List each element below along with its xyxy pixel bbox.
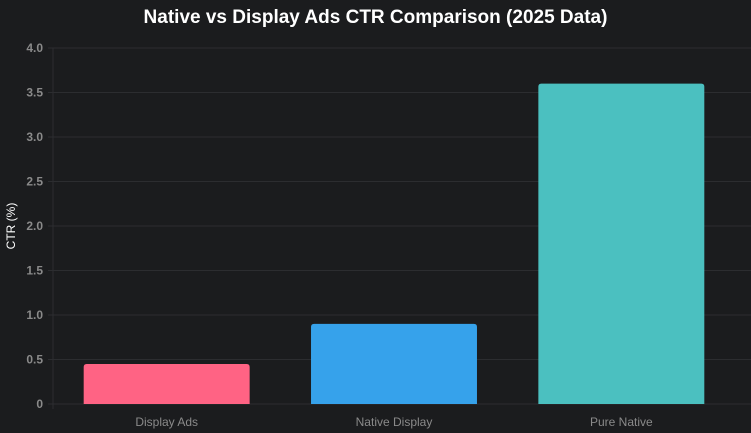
y-tick-label: 3.0 bbox=[26, 130, 43, 144]
y-tick-label: 0.5 bbox=[26, 353, 43, 367]
chart-title: Native vs Display Ads CTR Comparison (20… bbox=[143, 7, 608, 28]
y-tick-label: 1.0 bbox=[26, 308, 43, 322]
y-tick-label: 2.5 bbox=[26, 175, 43, 189]
x-tick-label: Pure Native bbox=[590, 415, 653, 429]
bar-pure-native bbox=[538, 83, 705, 404]
y-tick-label: 4.0 bbox=[26, 41, 43, 55]
y-tick-label: 0 bbox=[36, 397, 43, 411]
bar-native-display bbox=[311, 323, 477, 404]
bars bbox=[83, 83, 705, 404]
y-axis-ticks: 0 0.5 1.0 1.5 2.0 2.5 3.0 3.5 4.0 bbox=[26, 41, 43, 411]
y-tick-label: 2.0 bbox=[26, 219, 43, 233]
y-axis-label: CTR (%) bbox=[4, 203, 18, 250]
y-tick-label: 3.5 bbox=[26, 86, 43, 100]
x-tick-label: Display Ads bbox=[135, 415, 198, 429]
y-tick-label: 1.5 bbox=[26, 264, 43, 278]
x-tick-label: Native Display bbox=[356, 415, 433, 429]
x-axis-ticks: Display Ads Native Display Pure Native bbox=[135, 415, 653, 429]
bar-display-ads bbox=[83, 363, 250, 404]
